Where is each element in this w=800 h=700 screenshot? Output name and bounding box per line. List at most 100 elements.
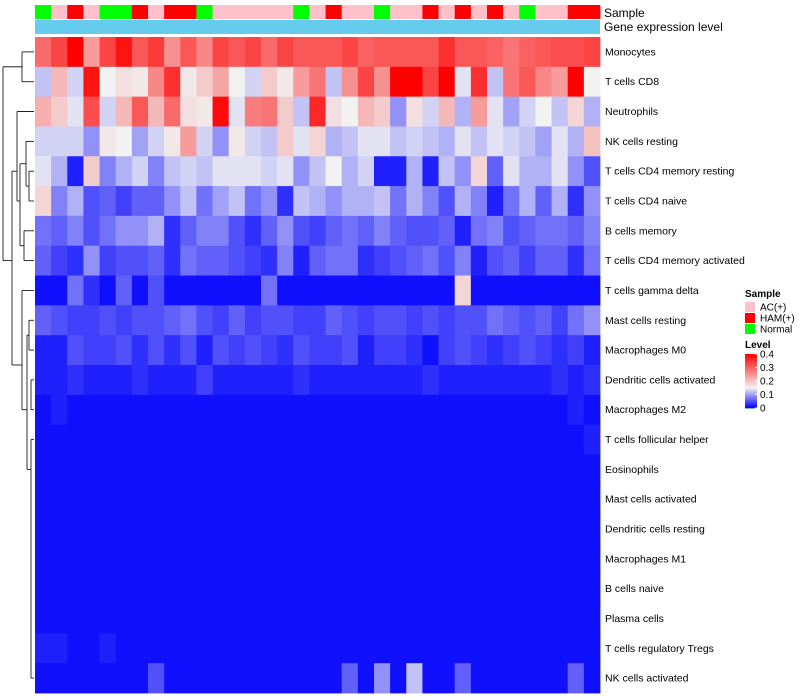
heatmap-cell	[212, 37, 230, 68]
heatmap-cell	[422, 156, 439, 187]
heatmap-cell	[131, 365, 149, 396]
heatmap-cell	[51, 37, 68, 68]
level-gradient-step	[745, 372, 757, 375]
sample-annotation-cell	[583, 5, 601, 19]
heatmap-cell	[148, 633, 165, 664]
level-gradient-step	[745, 383, 757, 386]
heatmap-cell	[487, 543, 504, 575]
heatmap-cell	[148, 335, 165, 366]
heatmap-cell	[35, 156, 52, 187]
heatmap-cell	[212, 514, 230, 545]
heatmap-cell	[212, 275, 230, 306]
heatmap-cell	[309, 514, 326, 545]
heatmap-cell	[470, 633, 488, 664]
heatmap-cell	[325, 663, 343, 694]
heatmap-cell	[438, 454, 456, 485]
sample-annotation-bar	[35, 5, 601, 19]
heatmap-cell	[583, 126, 601, 157]
heatmap-cell	[583, 275, 601, 306]
row-label: T cells CD4 naive	[605, 196, 687, 208]
heatmap-cell	[67, 543, 84, 575]
heatmap-cell	[164, 96, 181, 127]
heatmap-cell	[325, 66, 343, 98]
heatmap-cell	[180, 275, 197, 306]
sample-legend-title: Sample	[745, 289, 781, 300]
heatmap-cell	[374, 394, 391, 426]
sample-legend-swatch	[745, 313, 755, 323]
heatmap-cell	[164, 126, 181, 157]
level-gradient-step	[745, 391, 757, 394]
heatmap-cell	[196, 424, 213, 455]
heatmap-cell	[503, 335, 520, 366]
heatmap-cell	[406, 215, 423, 247]
heatmap-cell	[519, 365, 536, 396]
heatmap-cell	[35, 424, 52, 455]
heatmap-cell	[51, 275, 68, 306]
heatmap-cell	[67, 126, 84, 157]
heatmap-cell	[390, 186, 407, 217]
heatmap-cell	[309, 394, 326, 426]
heatmap-cell	[293, 663, 310, 694]
heatmap-cell	[551, 215, 569, 247]
heatmap-cell	[519, 96, 536, 127]
heatmap-cell	[454, 96, 472, 127]
heatmap-cell	[567, 514, 585, 545]
heatmap-cell	[212, 305, 230, 336]
heatmap-cell	[567, 215, 585, 247]
row-label: NK cells activated	[605, 673, 689, 685]
heatmap-cell	[551, 66, 569, 98]
heatmap-cell	[535, 335, 552, 366]
heatmap-cell	[374, 156, 391, 187]
heatmap-cell	[325, 335, 343, 366]
heatmap-cell	[148, 484, 165, 515]
heatmap-cell	[325, 424, 343, 455]
heatmap-cell	[196, 245, 213, 276]
heatmap-cell	[99, 66, 117, 98]
heatmap-cell	[180, 394, 197, 426]
heatmap-cell	[196, 454, 213, 485]
heatmap-cell	[83, 365, 100, 396]
sample-annotation-cell	[503, 5, 520, 19]
heatmap-cell	[374, 275, 391, 306]
heatmap-cell	[341, 514, 359, 545]
heatmap-cell	[583, 603, 601, 634]
heatmap-cell	[390, 603, 407, 634]
heatmap-cell	[115, 275, 133, 306]
heatmap-cell	[277, 633, 294, 664]
heatmap-cell	[293, 215, 310, 247]
heatmap-cell	[131, 573, 149, 604]
heatmap-cell	[325, 305, 343, 336]
heatmap-cell	[228, 305, 246, 336]
heatmap-cell	[35, 215, 52, 247]
heatmap-cell	[277, 484, 294, 515]
sample-annotation-cell	[535, 5, 552, 19]
heatmap-cell	[422, 275, 439, 306]
heatmap-cell	[35, 96, 52, 127]
heatmap-cell	[228, 126, 246, 157]
heatmap-cell	[487, 305, 504, 336]
heatmap-cell	[583, 96, 601, 127]
heatmap-cell	[131, 424, 149, 455]
heatmap-cell	[374, 37, 391, 68]
heatmap-cell	[454, 603, 472, 634]
heatmap-cell	[83, 96, 100, 127]
heatmap-cell	[131, 126, 149, 157]
heatmap-cell	[309, 156, 326, 187]
heatmap-cell	[67, 156, 84, 187]
heatmap-cell	[487, 454, 504, 485]
heatmap-cell	[390, 156, 407, 187]
heatmap-cell	[309, 215, 326, 247]
heatmap-cell	[261, 66, 278, 98]
row-label: Dendritic cells resting	[605, 524, 705, 536]
heatmap-cell	[99, 543, 117, 575]
heatmap-cell	[51, 66, 68, 98]
heatmap-cell	[357, 186, 375, 217]
heatmap-cell	[293, 335, 310, 366]
sample-annotation-cell	[567, 5, 585, 19]
row-label: B cells naive	[605, 583, 664, 595]
heatmap-cell	[357, 365, 375, 396]
heatmap-cell	[583, 663, 601, 694]
heatmap-cell	[567, 543, 585, 575]
heatmap-cell	[261, 37, 278, 68]
level-gradient-step	[745, 381, 757, 383]
